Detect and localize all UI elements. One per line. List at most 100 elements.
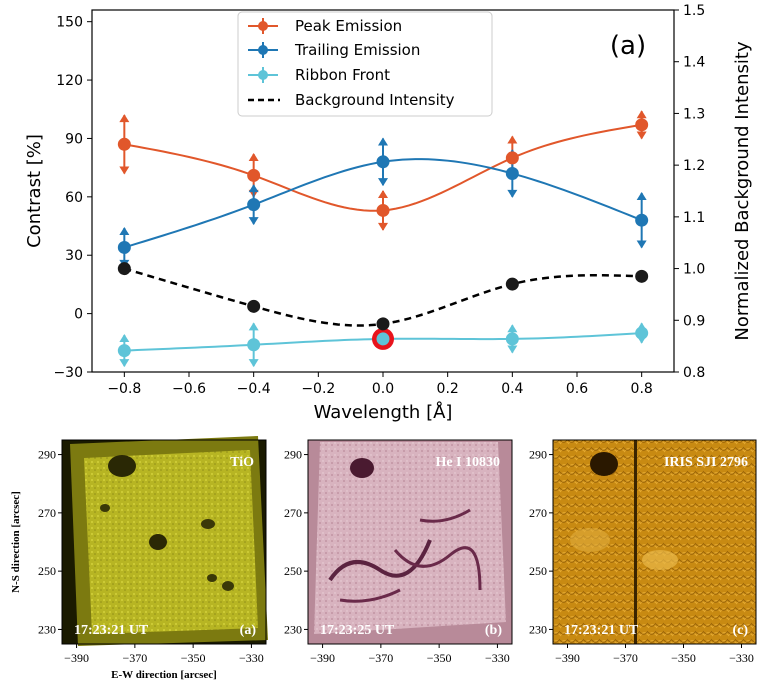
legend-entry-peak: Peak Emission xyxy=(248,17,402,35)
image-y-tick-label: 230 xyxy=(529,622,547,636)
y2-tick-label: 1.4 xyxy=(683,55,705,71)
error-arrow-up xyxy=(248,322,259,331)
panel-hei-caption: He I 10830 xyxy=(435,455,500,470)
image-x-tick-label: −350 xyxy=(671,651,696,665)
x-ticks: −0.8 −0.6 −0.4 −0.2 0.0 0.2 0.4 0.6 0.8 xyxy=(107,372,653,397)
data-point xyxy=(117,137,131,151)
data-point xyxy=(635,213,649,227)
error-arrow-down xyxy=(248,359,259,368)
error-arrow-down xyxy=(507,345,518,354)
legend-label-ribbon: Ribbon Front xyxy=(295,66,390,84)
iris-slit xyxy=(634,440,637,644)
y-tick-label: 90 xyxy=(65,131,83,147)
hei-filament-4 xyxy=(339,588,401,603)
image-y-tick-label: 290 xyxy=(529,448,547,462)
sunspot-5 xyxy=(222,581,234,591)
y-tick-label: −30 xyxy=(53,365,83,381)
x-tick-label: −0.8 xyxy=(107,381,141,397)
legend-label-trailing: Trailing Emission xyxy=(294,41,420,59)
x-tick-label: 0.0 xyxy=(372,381,394,397)
image-y-tick-label: 250 xyxy=(38,564,56,578)
panel-hei-image xyxy=(314,442,506,634)
image-y-tick-label: 270 xyxy=(529,506,547,520)
y-tick-label: 150 xyxy=(56,15,83,31)
data-point xyxy=(247,299,261,313)
hei-filament-2 xyxy=(393,546,482,591)
series-layer xyxy=(117,110,649,368)
image-x-tick-label: −390 xyxy=(555,651,580,665)
panel-tio-timestamp: 17:23:21 UT xyxy=(74,623,149,638)
y-axis-title: Contrast [%] xyxy=(24,134,45,248)
error-arrow-down xyxy=(378,222,388,231)
image-x-tick-label: −350 xyxy=(427,651,452,665)
image-x-tick-label: −370 xyxy=(122,651,147,665)
panel-hei-timestamp: 17:23:25 UT xyxy=(320,623,395,638)
error-arrow-down xyxy=(119,359,130,368)
panel-iris-caption: IRIS SJI 2796 xyxy=(664,455,748,470)
hei-filament-3 xyxy=(419,508,471,523)
image-y-tick-label: 290 xyxy=(38,448,56,462)
legend-marker-peak xyxy=(258,21,268,31)
iris-bright-1 xyxy=(642,550,678,570)
data-point xyxy=(635,269,649,283)
legend-label-background: Background Intensity xyxy=(295,91,455,109)
legend-entry-trailing: Trailing Emission xyxy=(248,41,420,59)
hei-dark-core xyxy=(350,458,374,478)
data-point xyxy=(505,166,519,180)
y2-tick-label: 1.2 xyxy=(683,158,705,174)
sunspot-4 xyxy=(100,504,110,512)
error-arrow-up xyxy=(248,184,259,193)
y2-tick-label: 1.0 xyxy=(683,262,705,278)
panel-hei-label: (b) xyxy=(485,623,502,638)
legend-box xyxy=(237,11,493,117)
data-point xyxy=(376,317,390,331)
data-point xyxy=(247,198,261,212)
y2-tick-label: 1.1 xyxy=(683,210,705,226)
data-point xyxy=(635,326,649,340)
image-x-tick-label: −350 xyxy=(181,651,206,665)
error-arrow-down xyxy=(636,131,647,140)
panel-label: (a) xyxy=(610,31,646,61)
legend: Peak Emission Trailing Emission Ribbon F… xyxy=(237,11,493,117)
y2-tick-label: 1.3 xyxy=(683,106,705,122)
error-arrow-up xyxy=(119,334,130,343)
data-point xyxy=(247,168,261,182)
y2-tick-label: 1.5 xyxy=(683,3,705,19)
image-xlabel: E-W direction [arcsec] xyxy=(111,669,217,681)
sunspot-6 xyxy=(207,574,217,582)
x-tick-label: 0.4 xyxy=(501,381,523,397)
y-tick-label: 0 xyxy=(74,307,83,323)
data-point xyxy=(117,262,131,276)
image-panels: TiO 17:23:21 UT (a) He I 10830 17:23:25 … xyxy=(10,436,757,681)
error-arrow-down xyxy=(248,217,259,226)
iris-bright-2 xyxy=(570,528,610,552)
panel-iris-label: (c) xyxy=(732,623,748,638)
panel-tio-label: (a) xyxy=(240,623,257,638)
y2-axis-title: Normalized Background Intensity xyxy=(732,41,753,341)
image-y-tick-label: 250 xyxy=(284,564,302,578)
data-point xyxy=(247,338,261,352)
panel-tio-caption: TiO xyxy=(230,455,254,470)
data-point xyxy=(117,344,131,358)
panel-iris: IRIS SJI 2796 17:23:21 UT (c) xyxy=(552,439,757,645)
image-x-tick-label: −330 xyxy=(239,651,264,665)
legend-entry-ribbon: Ribbon Front xyxy=(248,66,390,84)
image-x-tick-label: −390 xyxy=(64,651,89,665)
image-x-tick-label: −390 xyxy=(310,651,335,665)
data-point xyxy=(376,203,390,217)
image-y-tick-label: 230 xyxy=(38,622,56,636)
image-x-tick-label: −330 xyxy=(485,651,510,665)
error-arrow-down xyxy=(507,189,518,198)
image-panel-ticks: −390 −370 −350 −330 290 270 250 230 −390 −370 −350… xyxy=(38,448,754,665)
image-y-tick-label: 270 xyxy=(38,506,56,520)
data-point xyxy=(376,332,390,346)
x-tick-label: 0.6 xyxy=(566,381,588,397)
error-arrow-up xyxy=(507,135,518,144)
y-ticks: −30 0 30 60 90 120 150 xyxy=(53,15,92,381)
panel-hei: He I 10830 17:23:25 UT (b) xyxy=(307,439,513,645)
x-axis-title: Wavelength [Å] xyxy=(314,401,453,423)
panel-tio-border xyxy=(61,439,267,645)
panel-iris-timestamp: 17:23:21 UT xyxy=(564,623,639,638)
main-chart: −0.8 −0.6 −0.4 −0.2 0.0 0.2 0.4 0.6 0.8 −30 0 30 60… xyxy=(24,3,753,423)
legend-label-peak: Peak Emission xyxy=(295,17,402,35)
